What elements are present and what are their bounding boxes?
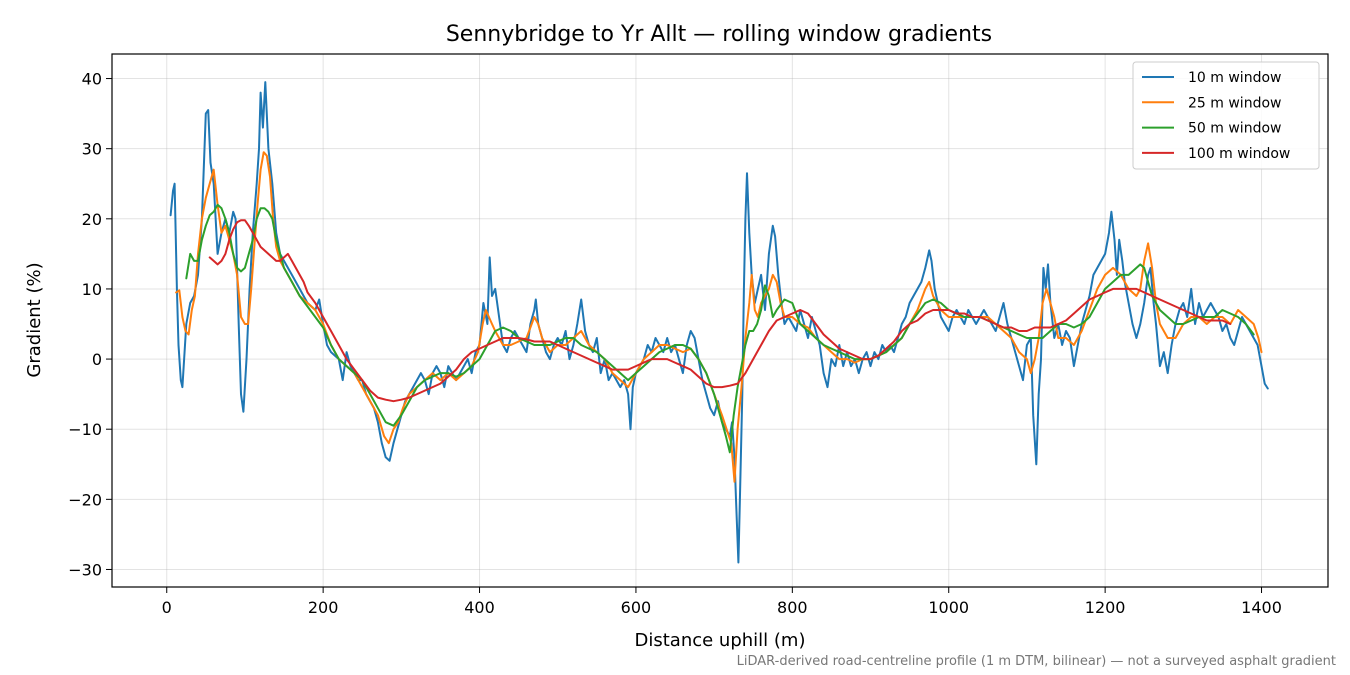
- series-line-100-m-window: [208, 219, 1232, 403]
- x-tick-label: 600: [621, 598, 652, 617]
- plot-area: [169, 81, 1269, 564]
- x-tick-label: 400: [464, 598, 495, 617]
- series-lines: [169, 81, 1269, 564]
- x-tick-label: 200: [308, 598, 339, 617]
- legend-box: [1132, 61, 1320, 170]
- x-tick-label: 800: [777, 598, 808, 617]
- y-tick-label: 40: [82, 70, 102, 89]
- x-axis-label: Distance uphill (m): [635, 630, 806, 651]
- legend: 10 m window 25 m window 50 m window 100 m w…: [1132, 61, 1320, 170]
- axis-ticks: 0 200 400 600 800 1000 1200 1400 −30 −20 −10 0 10 20 3…: [68, 70, 1282, 617]
- x-tick-label: 1200: [1085, 598, 1126, 617]
- y-tick-label: −10: [68, 420, 102, 439]
- series-line-50-m-window: [185, 203, 1255, 454]
- plot-frame: [111, 53, 1329, 588]
- x-tick-label: 0: [162, 598, 172, 617]
- y-tick-label: −20: [68, 490, 102, 509]
- y-axis-label: Gradient (%): [24, 262, 45, 377]
- legend-label-50-m-window: 50 m window: [1188, 121, 1281, 137]
- y-tick-label: 0: [92, 350, 102, 369]
- legend-label-10-m-window: 10 m window: [1188, 70, 1281, 86]
- x-tick-label: 1000: [928, 598, 969, 617]
- y-tick-label: −30: [68, 560, 102, 579]
- x-tick-label: 1400: [1241, 598, 1282, 617]
- legend-label-25-m-window: 25 m window: [1188, 95, 1281, 111]
- y-tick-label: 30: [82, 140, 102, 159]
- chart-title: Sennybridge to Yr Allt — rolling window …: [446, 22, 992, 47]
- y-tick-label: 10: [82, 280, 102, 299]
- footnote: LiDAR-derived road-centreline profile (1…: [737, 654, 1336, 669]
- legend-label-100-m-window: 100 m window: [1188, 146, 1290, 162]
- y-tick-label: 20: [82, 210, 102, 229]
